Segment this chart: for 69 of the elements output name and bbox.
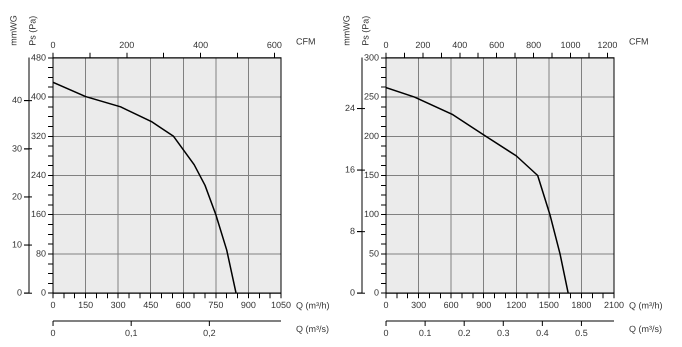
y2-tick-label: 0 [350,288,356,298]
x-tick-label: 1200 [506,300,526,310]
x-tick-label: 1800 [571,300,592,310]
y-tick-label: 150 [364,170,380,180]
text: 0.4 [536,328,549,338]
y2-tick-label: 24 [344,103,356,114]
y-axis-title: Ps (Pa) [360,16,370,46]
y-tick-label: 320 [30,130,46,141]
x-tick-label: 900 [476,300,492,310]
x-tick-label: 300 [411,300,426,310]
x-tick-label: 600 [176,300,191,310]
x-axis-title: Q (m³/h) [629,300,662,311]
y2-axis-title: mmWG [341,15,352,46]
y-tick-label: 160 [30,209,46,220]
y-tick-label: 300 [364,52,380,62]
text: 0 [384,328,389,338]
x-tick-label: 2100 [604,300,624,310]
x-tick-label: 0 [50,300,56,310]
y2-tick-label: 16 [344,164,356,175]
x2-tick-label: 200 [119,40,134,50]
x2-tick-label: 400 [193,40,208,50]
y2-axis-title: mmWG [8,15,18,46]
y2-tick-label: 20 [12,191,22,202]
y-tick-label: 0 [41,288,46,298]
x-tick-label: 1050 [270,300,292,310]
x-tick-label: 900 [240,300,256,310]
text: Q (m³/s) [629,324,662,334]
x2-axis-title: CFM [629,36,648,46]
text: 0,2 [203,328,216,338]
x-tick-label: 300 [110,300,126,310]
x2-tick-label: 1000 [560,40,580,50]
y2-tick-label: 30 [12,143,22,154]
text: Q (m³/s) [296,324,329,334]
text: 0 [50,328,56,338]
y-axis-title: Ps (Pa) [27,16,38,46]
y-tick-label: 200 [364,130,380,141]
y2-tick-label: 0 [16,288,22,298]
x2-tick-label: 200 [415,40,430,50]
x2-tick-label: 1200 [597,40,618,50]
x-tick-label: 750 [208,300,224,310]
y2-tick-label: 10 [12,240,22,250]
x2-tick-label: 0 [384,40,389,50]
x2-tick-label: 600 [266,40,282,50]
x2-axis-title: CFM [296,36,316,46]
text: 0.1 [418,328,432,338]
y2-tick-label: 40 [12,95,22,106]
x-tick-label: 150 [78,300,94,310]
text: 0.2 [458,328,470,338]
y2-tick-label: 8 [350,226,356,236]
y-tick-label: 480 [30,52,46,62]
x-tick-label: 450 [143,300,158,310]
y-tick-label: 400 [30,92,46,102]
x2-tick-label: 0 [50,40,56,50]
y-tick-label: 100 [364,209,380,220]
x-tick-label: 0 [384,300,389,310]
y-tick-label: 240 [30,170,46,180]
text: 0.5 [575,328,588,338]
x-tick-label: 600 [444,300,459,310]
x2-tick-label: 600 [489,40,504,50]
y-tick-label: 50 [369,248,380,258]
x-axis-title: Q (m³/h) [296,300,330,311]
text: 0,1 [124,328,138,338]
x2-tick-label: 400 [452,40,468,50]
x2-tick-label: 800 [526,40,542,50]
y-tick-label: 0 [374,288,380,298]
y-tick-label: 250 [364,92,380,102]
text: 0.3 [497,328,510,338]
y-tick-label: 80 [36,248,46,258]
x-tick-label: 1500 [538,300,559,310]
